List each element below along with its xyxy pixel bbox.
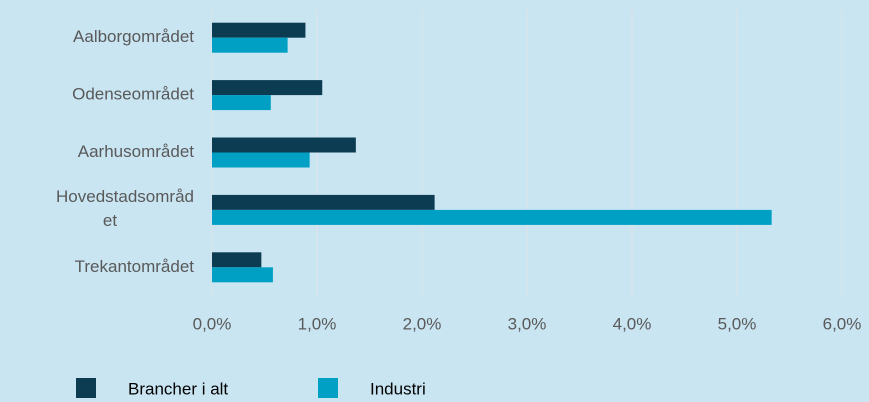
bar bbox=[212, 22, 306, 38]
legend-swatch bbox=[318, 378, 338, 398]
x-tick-label: 1,0% bbox=[298, 314, 337, 333]
x-tick-label: 6,0% bbox=[823, 314, 862, 333]
y-tick-label: Aalborgområdet bbox=[73, 27, 194, 46]
x-tick-label: 2,0% bbox=[403, 314, 442, 333]
x-tick-label: 5,0% bbox=[718, 314, 757, 333]
bar bbox=[212, 37, 288, 53]
y-tick-label: Trekantområdet bbox=[75, 257, 195, 276]
bar bbox=[212, 137, 356, 153]
x-tick-label: 4,0% bbox=[613, 314, 652, 333]
legend-label: Brancher i alt bbox=[128, 379, 228, 398]
legend-label: Industri bbox=[370, 379, 426, 398]
x-tick-label: 3,0% bbox=[508, 314, 547, 333]
bar bbox=[212, 267, 273, 283]
x-tick-label: 0,0% bbox=[193, 314, 232, 333]
bar bbox=[212, 80, 323, 96]
bar bbox=[212, 252, 262, 268]
bar bbox=[212, 152, 310, 168]
label-part: Hovedstadsområd bbox=[56, 187, 194, 206]
label-part: et bbox=[103, 211, 117, 230]
legend-swatch bbox=[76, 378, 96, 398]
y-tick-label: Hovedstadsområd et bbox=[56, 187, 194, 230]
bar bbox=[212, 95, 271, 111]
y-tick-label: Odenseområdet bbox=[72, 85, 194, 104]
bar bbox=[212, 194, 435, 210]
y-tick-label: Aarhusområdet bbox=[78, 142, 195, 161]
bar bbox=[212, 209, 772, 225]
